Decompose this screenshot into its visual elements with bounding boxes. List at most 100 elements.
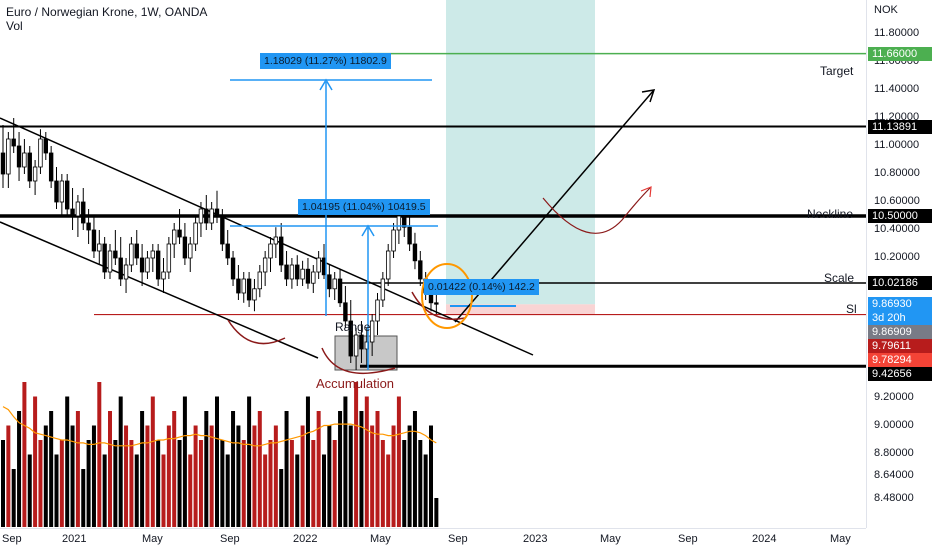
volume-bar <box>284 411 289 527</box>
candle-body <box>97 243 102 252</box>
candle-body <box>246 278 252 301</box>
time-label: Sep <box>448 533 468 545</box>
candle-body <box>54 180 59 203</box>
volume-bar <box>177 440 182 527</box>
price-label: 9.42656 <box>868 367 932 382</box>
candle-body <box>209 208 214 224</box>
candle-body <box>407 226 412 245</box>
candle-body <box>59 180 65 203</box>
candle-body <box>32 166 38 182</box>
price-tick: 9.00000 <box>874 419 914 431</box>
candle-body <box>369 320 375 343</box>
volume-bar <box>364 396 369 527</box>
channel-upper-trendline <box>0 117 534 356</box>
volume-bar <box>300 425 305 527</box>
candle-body <box>236 278 241 294</box>
time-label: May <box>600 533 621 545</box>
time-label: May <box>370 533 391 545</box>
candle-body <box>22 152 27 168</box>
candle-body <box>129 243 134 266</box>
volume-bar <box>161 454 166 527</box>
volume-bar <box>215 396 219 527</box>
measure-label-current[interactable]: 0.01422 (0.14%) 142.2 <box>424 279 539 295</box>
candle-body <box>182 236 188 259</box>
candle-body <box>284 264 289 280</box>
volume-bar <box>43 425 48 527</box>
price-label: 9.86930 <box>868 297 932 312</box>
candle-body <box>359 334 364 350</box>
scale-annotation[interactable]: Scale <box>824 271 855 285</box>
price-label: 9.79611 <box>868 339 932 354</box>
accumulation-annotation[interactable]: Accumulation <box>316 376 395 391</box>
candle-body <box>337 278 343 304</box>
volume-bar <box>209 425 214 527</box>
volume-bar <box>354 382 359 527</box>
volume-bar <box>166 425 171 527</box>
time-label: May <box>830 533 851 545</box>
candle-body <box>278 236 284 266</box>
time-axis[interactable]: Sep 2021 May Sep 2022 May Sep 2023 May S… <box>0 528 866 551</box>
price-label: 10.02186 <box>868 275 932 290</box>
sl-annotation[interactable]: Sl <box>846 302 857 316</box>
price-label: 9.78294 <box>868 353 932 368</box>
candle-body <box>65 180 70 210</box>
candle-body <box>353 334 359 357</box>
volume-bar <box>118 396 123 527</box>
volume-bar <box>418 440 423 527</box>
candle-body <box>225 243 230 259</box>
volume-bar <box>59 440 64 527</box>
chart-pane[interactable]: Euro / Norwegian Krone, 1W, OANDA Vol Ta… <box>0 0 866 528</box>
volume-bar <box>140 411 145 527</box>
price-label: 11.13891 <box>868 119 932 134</box>
volume-bar <box>193 425 198 527</box>
volume-bar <box>188 454 193 527</box>
neckline-annotation[interactable]: Neckline <box>807 207 854 221</box>
volume-bar <box>236 425 241 527</box>
price-tick: 10.80000 <box>874 167 920 179</box>
volume-bar <box>182 396 187 527</box>
measure-label-target[interactable]: 1.18029 (11.27%) 11802.9 <box>260 53 391 69</box>
candle-body <box>134 243 139 259</box>
volume-bar <box>54 454 59 527</box>
candle-body <box>311 271 316 284</box>
price-axis[interactable]: NOK 11.80000 11.60000 11.40000 11.20000 11.0… <box>866 0 932 528</box>
volume-bar <box>108 411 112 527</box>
time-label: Sep <box>2 533 22 545</box>
candle-body <box>289 264 295 280</box>
candle-body <box>123 264 129 280</box>
price-chart[interactable] <box>0 0 866 528</box>
accumulation-arc-left <box>227 319 286 345</box>
volume-bar <box>327 425 332 527</box>
range-annotation[interactable]: Range <box>335 320 371 334</box>
candle-body <box>295 264 300 280</box>
chart-legend: Euro / Norwegian Krone, 1W, OANDA Vol <box>6 5 207 33</box>
candle-body <box>11 138 16 147</box>
candle-body <box>241 278 246 294</box>
candle-body <box>316 257 321 273</box>
volume-bar <box>407 425 412 527</box>
price-label: 9.86909 <box>868 325 932 340</box>
volume-bar <box>359 411 364 527</box>
volume-bar <box>198 440 203 527</box>
candle-body <box>252 288 257 301</box>
measure-label-neckline[interactable]: 1.04195 (11.04%) 10419.5 <box>298 199 430 215</box>
candle-body <box>343 302 348 322</box>
profit-zone <box>446 0 595 305</box>
price-tick: 10.60000 <box>874 195 920 207</box>
price-tick: 11.40000 <box>874 83 920 95</box>
volume-bar <box>1 440 5 527</box>
volume-bar <box>391 425 396 527</box>
volume-bar <box>434 498 439 527</box>
volume-bar <box>289 440 294 527</box>
volume-bar <box>33 396 38 527</box>
volume-ma-line <box>2 406 437 447</box>
target-annotation[interactable]: Target <box>820 64 854 78</box>
candle-body <box>86 222 91 231</box>
price-tick: 8.48000 <box>874 491 914 504</box>
time-label: May <box>142 533 163 545</box>
volume-bar <box>295 454 300 527</box>
retest-arrowhead <box>640 186 652 198</box>
candle-body <box>188 243 193 259</box>
volume-label: Vol <box>6 19 23 33</box>
candle-body <box>262 257 268 273</box>
